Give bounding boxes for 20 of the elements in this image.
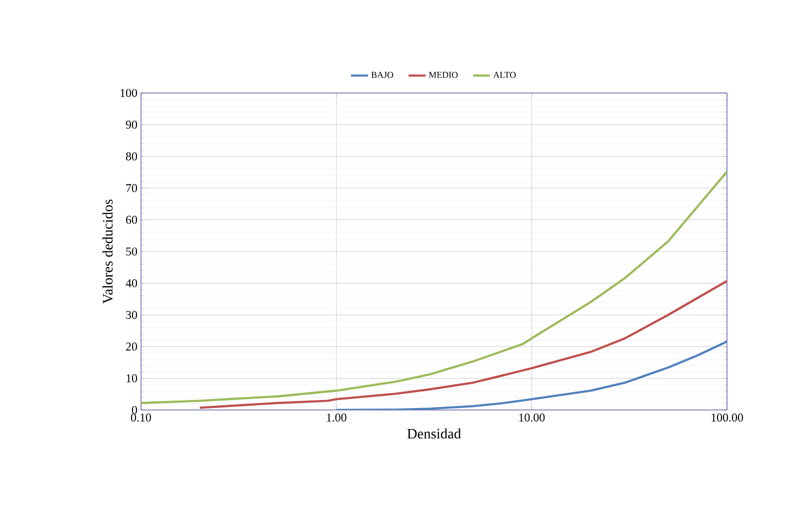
legend-label: ALTO: [493, 72, 516, 78]
y-tick-label: 90: [126, 120, 138, 129]
legend-label: MEDIO: [428, 72, 458, 78]
y-tick-label: 80: [126, 152, 138, 160]
y-tick-label: 60: [126, 216, 138, 224]
y-tick-label: 10: [126, 374, 138, 382]
y-tick-label: 70: [126, 184, 138, 192]
y-tick-label: 40: [126, 279, 138, 288]
x-tick-label: 0.10: [131, 414, 152, 422]
x-tick-label: 100.00: [712, 414, 743, 422]
y-axis-title: Valores deducidos: [102, 200, 113, 304]
x-tick-label: 1.00: [326, 414, 346, 422]
x-tick-label: 10.00: [519, 414, 545, 422]
y-tick-label: 100: [120, 88, 138, 98]
y-tick-label: 0: [132, 406, 138, 414]
legend-label: BAJO: [371, 72, 394, 78]
y-tick-label: 50: [126, 247, 138, 256]
y-tick-label: 20: [126, 342, 138, 351]
y-tick-label: 30: [126, 310, 138, 319]
x-axis-title: Densidad: [407, 428, 461, 439]
